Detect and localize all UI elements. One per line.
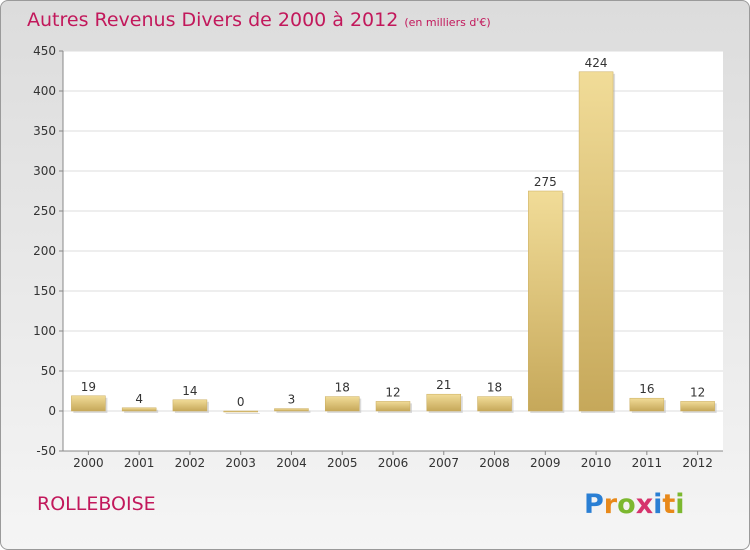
x-tick-label: 2008 xyxy=(479,456,510,470)
x-tick-label: 2011 xyxy=(632,456,663,470)
x-tick-label: 2000 xyxy=(73,456,104,470)
logo-letter: P xyxy=(584,489,604,520)
bar-value-label: 3 xyxy=(288,393,296,407)
bar-value-label: 424 xyxy=(585,56,608,70)
logo-letter: i xyxy=(675,489,685,520)
bar xyxy=(274,408,309,412)
bar-value-label: 19 xyxy=(81,380,96,394)
y-tick-label: 200 xyxy=(33,244,56,258)
y-tick-label: 350 xyxy=(33,124,56,138)
bar xyxy=(680,401,715,412)
x-tick-label: 2009 xyxy=(530,456,561,470)
x-tick-label: 2012 xyxy=(682,456,713,470)
x-tick-label: 2001 xyxy=(124,456,155,470)
bar-value-label: 12 xyxy=(690,385,705,399)
bar-value-label: 14 xyxy=(182,384,197,398)
x-tick-label: 2010 xyxy=(581,456,612,470)
x-tick-label: 2004 xyxy=(276,456,307,470)
x-tick-label: 2002 xyxy=(175,456,206,470)
chart-title-unit: (en milliers d'€) xyxy=(404,16,491,29)
bar xyxy=(528,190,563,412)
bar-value-label: 16 xyxy=(639,382,654,396)
y-tick-label: 400 xyxy=(33,84,56,98)
bar xyxy=(477,396,512,412)
bar-shadow xyxy=(225,413,260,414)
bar xyxy=(172,399,208,412)
bar xyxy=(71,395,106,412)
bar-value-label: 21 xyxy=(436,378,451,392)
y-tick-label: 0 xyxy=(48,404,56,418)
bar-value-label: 18 xyxy=(335,381,350,395)
logo-letter: t xyxy=(662,489,676,520)
logo-letter: o xyxy=(617,489,636,520)
bar-shadow xyxy=(124,409,159,413)
logo-letter: r xyxy=(603,489,618,520)
bar-shadow xyxy=(276,410,311,413)
y-tick-label: 450 xyxy=(33,44,56,58)
y-tick-label: 150 xyxy=(33,284,56,298)
logo-letter: x xyxy=(635,489,654,520)
bar xyxy=(223,410,258,413)
chart-title-main: Autres Revenus Divers de 2000 à 2012 xyxy=(27,9,399,31)
bar-value-label: 4 xyxy=(135,392,143,406)
bar xyxy=(375,401,411,412)
x-tick-label: 2003 xyxy=(225,456,256,470)
y-tick-label: 250 xyxy=(33,204,56,218)
commune-name: ROLLEBOISE xyxy=(37,493,156,515)
bar-value-label: 12 xyxy=(385,385,400,399)
x-tick-label: 2005 xyxy=(327,456,358,470)
y-tick-label: -50 xyxy=(36,444,56,458)
bar-value-label: 275 xyxy=(534,175,557,189)
bar xyxy=(629,397,665,412)
y-tick-label: 50 xyxy=(41,364,56,378)
bar xyxy=(426,393,462,412)
x-tick-label: 2006 xyxy=(378,456,409,470)
bar xyxy=(121,407,157,412)
y-tick-label: 300 xyxy=(33,164,56,178)
logo-letter: i xyxy=(653,489,663,520)
bar xyxy=(324,396,360,412)
bar-value-label: 0 xyxy=(237,395,245,409)
y-tick-label: 100 xyxy=(33,324,56,338)
chart-title: Autres Revenus Divers de 2000 à 2012 (en … xyxy=(27,9,491,31)
bar xyxy=(578,71,614,412)
proxiti-logo: Proxiti xyxy=(584,489,685,520)
bar-value-label: 18 xyxy=(487,381,502,395)
x-tick-label: 2007 xyxy=(428,456,459,470)
